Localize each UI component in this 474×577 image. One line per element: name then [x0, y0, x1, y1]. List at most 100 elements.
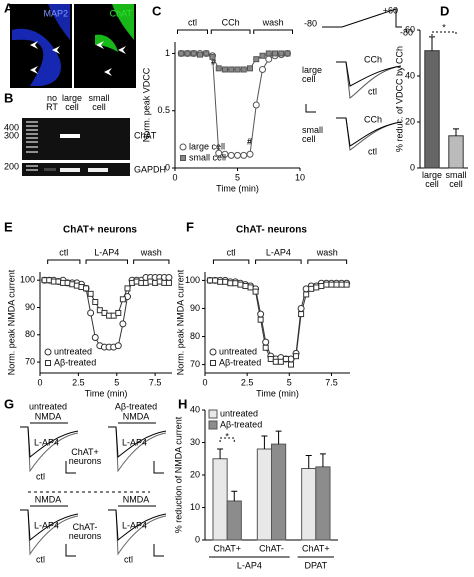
lane-label-box: small cell	[88, 94, 109, 112]
drug-label: L-AP4	[34, 437, 59, 447]
x-tick-label: 0	[37, 377, 42, 387]
bar	[315, 466, 331, 541]
y-tick-label: 80	[25, 329, 35, 339]
x-axis-label: Time (min)	[85, 388, 128, 398]
legend-label: Aβ-treated	[219, 357, 261, 367]
row-label-box: ChAT+ neurons	[69, 448, 102, 466]
marker	[252, 101, 260, 109]
phase-label: wash	[140, 247, 162, 257]
y-tick-label: 100	[20, 275, 35, 285]
x-tick-label: 0	[202, 377, 207, 387]
neuron-stain	[12, 28, 61, 86]
marker	[124, 285, 131, 292]
scale-bar	[65, 461, 76, 474]
ctl-label: ctl	[36, 554, 45, 564]
marker	[184, 50, 191, 57]
drug-label: L-AP4	[122, 520, 147, 530]
marker	[323, 281, 330, 288]
phase-bar	[177, 29, 208, 34]
error-bar	[319, 453, 326, 467]
error-bar	[217, 448, 224, 459]
gel-band	[88, 168, 108, 172]
legend-marker	[179, 143, 187, 151]
annotation: #	[247, 136, 252, 146]
phase-label: CCh	[222, 17, 240, 27]
marker	[298, 311, 305, 318]
y-axis-label: Norm. peak NMDA current	[6, 269, 16, 375]
size-label: 200	[4, 161, 19, 171]
x-tick-label: ChAT+	[302, 543, 330, 553]
current-trace	[20, 426, 79, 458]
legend-label: untreated	[54, 346, 92, 356]
stim-label: NMDA	[123, 411, 150, 421]
voltage-label: -80	[400, 27, 413, 37]
gene-label: GAPDH	[134, 164, 166, 174]
y-tick-label: 0.5	[157, 105, 170, 115]
y-tick-label: 40	[405, 70, 415, 80]
stain-label: ChAT	[110, 8, 133, 18]
marker	[87, 309, 95, 317]
phase-bar	[210, 29, 251, 34]
marker	[240, 151, 248, 159]
legend-marker	[44, 348, 52, 356]
legend-label: untreated	[220, 408, 258, 418]
y-axis-label: % reduc. of VDCC by CCh	[394, 46, 404, 152]
marker	[240, 66, 247, 73]
marker	[265, 55, 273, 63]
x-tick-label: 7.5	[149, 377, 162, 387]
current-trace	[20, 426, 79, 473]
significance-label: *	[442, 22, 446, 32]
phase-label: ctl	[227, 247, 236, 257]
marker	[234, 151, 241, 159]
ladder-bands	[26, 121, 38, 171]
marker	[203, 50, 210, 57]
marker	[313, 284, 320, 291]
marker	[282, 355, 289, 362]
scale-bar	[153, 461, 164, 474]
marker	[267, 355, 274, 362]
marker	[328, 281, 335, 288]
phase-label: L-AP4	[266, 247, 291, 257]
phase-label: L-AP4	[94, 247, 119, 257]
lane-label: no RT	[46, 94, 58, 113]
phase-label: ctl	[59, 247, 68, 257]
gel-band	[44, 168, 56, 171]
cell-label-box: large cell	[302, 66, 322, 84]
panel-letter: A	[4, 0, 14, 15]
marker	[278, 50, 285, 57]
marker	[272, 50, 278, 57]
chart-title: ChAT- neurons	[236, 225, 307, 236]
cell-label: small cell	[302, 126, 324, 145]
marker	[234, 66, 241, 73]
marker	[318, 283, 325, 290]
voltage-label: -80	[304, 18, 317, 28]
y-tick-label: 20	[405, 116, 415, 126]
marker	[165, 273, 173, 281]
marker	[165, 279, 172, 286]
y-tick-label: 80	[190, 331, 200, 341]
y-axis-label: Norm. peak NMDA current	[175, 269, 185, 375]
panel-letter: F	[186, 219, 194, 234]
x-tick-label: 2.5	[72, 377, 85, 387]
x-tick-label: 0	[172, 172, 177, 182]
legend-marker	[209, 348, 217, 356]
marker	[212, 277, 219, 284]
ctl-label: ctl	[36, 471, 45, 481]
y-tick-label: 0	[410, 162, 415, 172]
marker	[259, 52, 266, 59]
stim-label: NMDA	[35, 494, 62, 504]
y-axis-label: % reduction of NMDA current	[173, 416, 183, 533]
marker	[343, 281, 350, 288]
column-label: untreated	[29, 401, 67, 411]
legend-marker	[45, 360, 51, 366]
bar	[301, 468, 317, 541]
marker	[91, 334, 99, 342]
current-trace	[108, 509, 167, 541]
neuron-stain	[95, 4, 134, 52]
marker	[227, 280, 234, 287]
annotation: #	[211, 56, 216, 66]
error-bar	[275, 430, 282, 445]
phase-bar	[255, 259, 302, 264]
size-label: 300	[4, 130, 19, 140]
marker	[215, 65, 222, 72]
